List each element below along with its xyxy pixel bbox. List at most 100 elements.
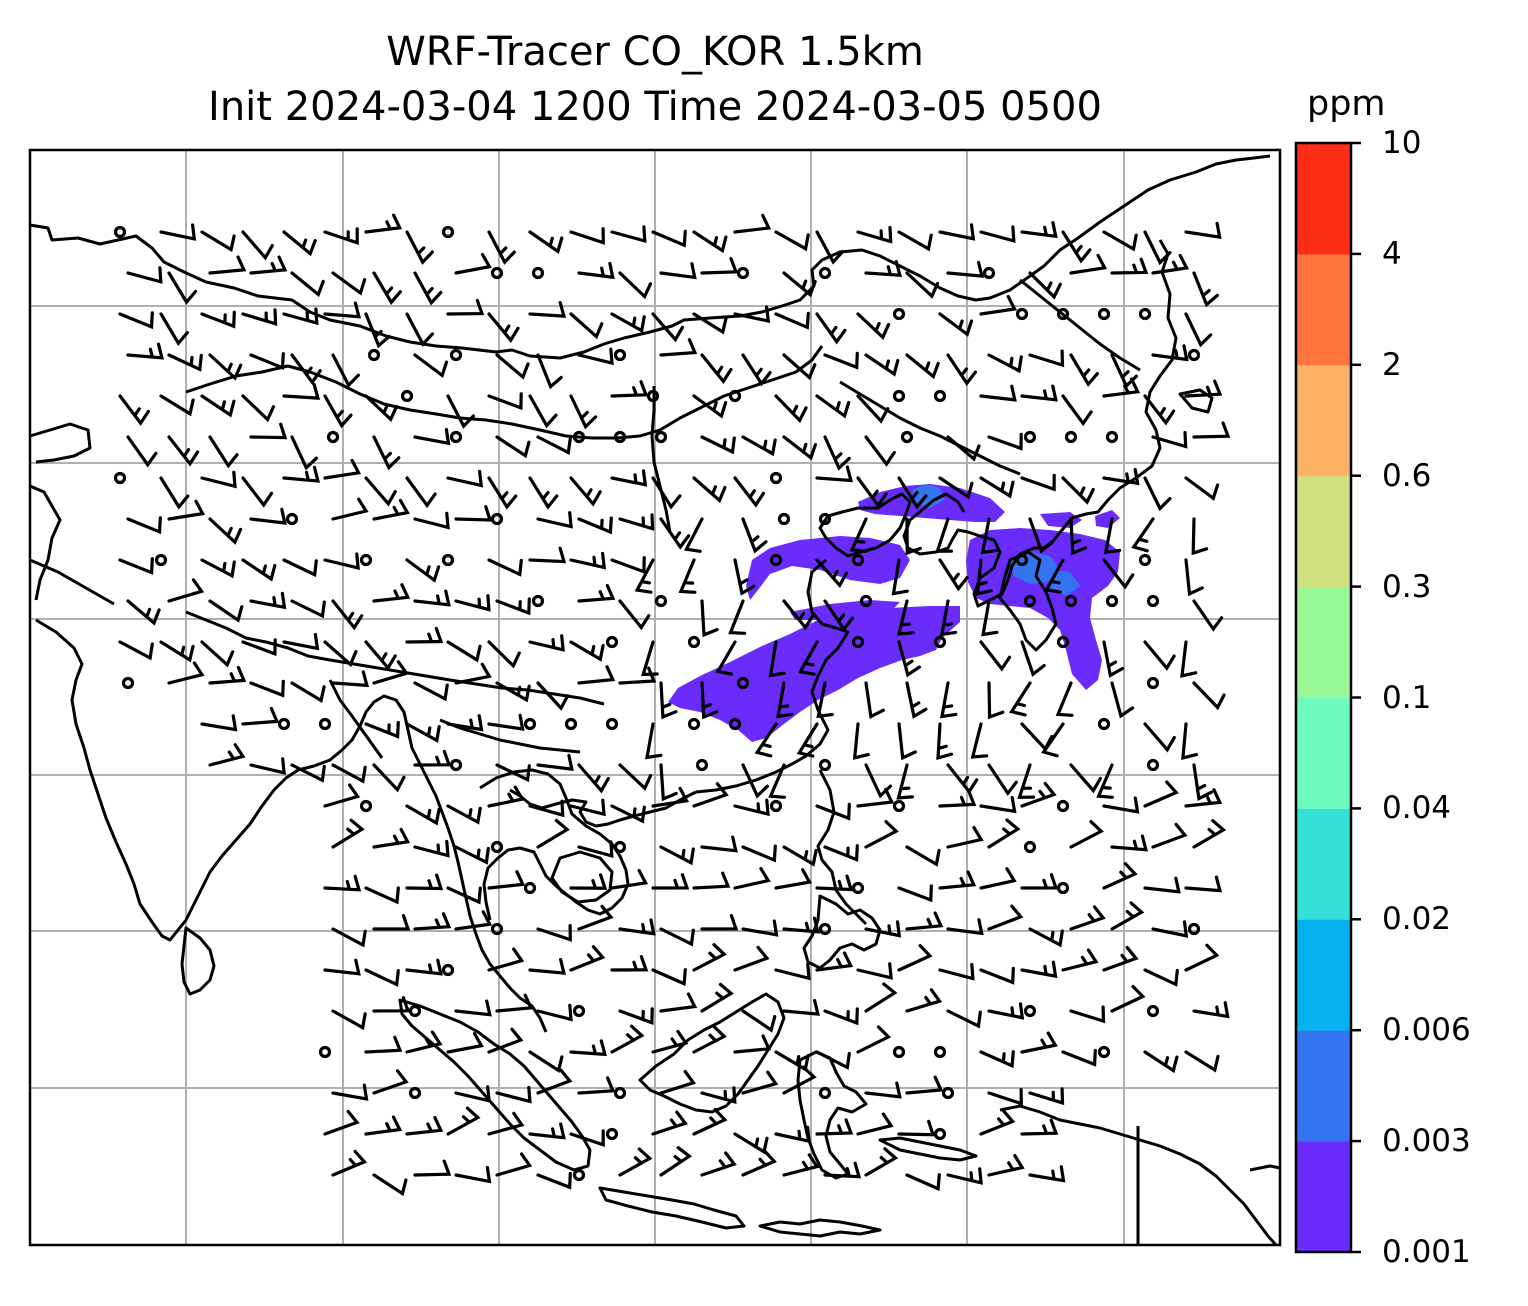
wind-barb (610, 380, 649, 398)
wind-barb (905, 353, 940, 380)
border-pakistan (29, 558, 115, 606)
wind-barb (979, 795, 1017, 814)
wind-barb (208, 255, 247, 275)
calm-wind-marker (941, 1086, 955, 1100)
wind-barb (856, 1112, 894, 1136)
wind-barb (815, 465, 854, 483)
wind-barb (454, 662, 492, 685)
coastline-northeast (1042, 154, 1271, 268)
wind-barb (487, 640, 521, 669)
wind-barb (200, 714, 238, 732)
calm-wind-marker (654, 430, 668, 444)
wind-barb (979, 1109, 1016, 1136)
wind-barb (495, 353, 530, 380)
calm-wind-marker (1064, 430, 1078, 444)
wind-barb (249, 255, 288, 275)
calm-wind-marker (818, 922, 832, 936)
wind-barb (940, 681, 958, 719)
wind-barb (979, 966, 1015, 985)
calm-wind-marker (1056, 307, 1070, 321)
wind-barb (897, 884, 933, 903)
wind-barb (577, 665, 616, 685)
wind-barb (249, 757, 286, 775)
colorbar-segment (1296, 253, 1351, 366)
wind-barb (126, 342, 164, 360)
wind-barb (987, 904, 1024, 931)
wind-barb (1192, 1001, 1230, 1019)
wind-barb (372, 1173, 408, 1197)
wind-barb (290, 271, 325, 298)
wind-barb (1020, 960, 1058, 979)
wind-barb (1192, 599, 1224, 632)
wind-barb (741, 353, 772, 387)
wind-barb (692, 943, 727, 972)
wind-barb (413, 427, 451, 446)
calm-wind-marker (1023, 594, 1037, 608)
colorbar-tick-label: 4 (1382, 235, 1402, 272)
wind-barb (897, 640, 921, 678)
wind-barb (331, 1149, 368, 1177)
wind-barb (487, 947, 525, 972)
wind-barb (1020, 640, 1046, 677)
wind-barb (856, 312, 891, 340)
calm-wind-marker (1097, 307, 1111, 321)
wind-barb (692, 230, 728, 254)
wind-barb (987, 1002, 1025, 1020)
calm-wind-marker (572, 1004, 586, 1018)
calm-wind-marker (1097, 1045, 1111, 1059)
wind-barb (823, 844, 859, 862)
wind-barb (852, 722, 870, 760)
wind-barb (979, 640, 1012, 672)
wind-barb (126, 435, 158, 468)
wind-barb (167, 435, 200, 467)
wind-barb (1184, 221, 1222, 240)
wind-barb (897, 1119, 936, 1137)
wind-barb (659, 681, 678, 720)
wind-barb (782, 998, 820, 1016)
wind-barb (323, 958, 361, 976)
wind-barb (618, 513, 655, 531)
wind-barb (495, 1152, 533, 1177)
wind-barb (536, 1003, 573, 1022)
wind-barb (733, 558, 756, 596)
calm-wind-marker (851, 881, 865, 895)
wind-barb (413, 681, 449, 702)
wind-barb (754, 722, 778, 758)
wind-barb (364, 312, 391, 349)
wind-barb (864, 1147, 899, 1177)
wind-barb (938, 223, 976, 241)
plume-core (1050, 570, 1080, 596)
wind-barb (1020, 221, 1058, 239)
wind-barb (536, 818, 570, 849)
calm-wind-marker (449, 430, 463, 444)
calm-wind-marker (1097, 717, 1111, 731)
wind-barb (331, 818, 365, 849)
wind-barb (405, 230, 434, 265)
wind-barb (856, 225, 893, 244)
wind-barb (659, 517, 691, 550)
wind-barb (241, 308, 278, 326)
wind-barb (241, 638, 277, 657)
border-laos (439, 718, 581, 754)
wind-barb (487, 312, 520, 343)
wind-barb (782, 599, 815, 631)
wind-barb (487, 558, 523, 577)
calm-wind-marker (1187, 922, 1201, 936)
wind-barb (659, 992, 698, 1013)
wind-barb (987, 763, 1018, 797)
wind-barb (1102, 796, 1140, 814)
wind-barb (897, 722, 917, 761)
calm-wind-marker (326, 430, 340, 444)
wind-barb (290, 435, 318, 471)
wind-barb (569, 551, 607, 570)
wind-barb (905, 271, 940, 299)
wind-barb (733, 945, 770, 972)
wind-barb (405, 1030, 443, 1054)
wind-barb (528, 230, 564, 254)
wind-barb (987, 1154, 1025, 1177)
wind-barb (651, 476, 682, 510)
coastline-india (35, 618, 315, 942)
coastline-java (598, 1186, 746, 1230)
wind-barb (659, 262, 697, 280)
wind-barb (1069, 763, 1102, 794)
